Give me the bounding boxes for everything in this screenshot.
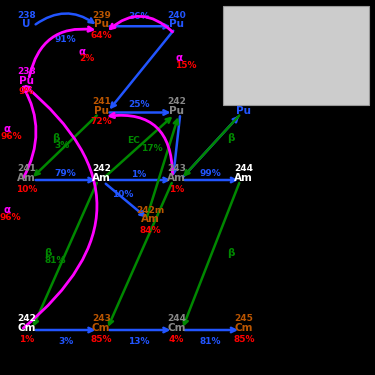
Text: 244: 244 — [167, 314, 186, 323]
Text: Pu: Pu — [94, 20, 109, 29]
Text: Am: Am — [92, 173, 111, 183]
Text: Am: Am — [167, 173, 186, 183]
Text: 238: 238 — [17, 10, 36, 20]
Text: capture%: capture% — [300, 37, 346, 46]
Text: β: β — [227, 133, 234, 143]
Text: Am: Am — [141, 214, 159, 224]
Text: 238: 238 — [17, 67, 36, 76]
Text: α: α — [3, 205, 10, 215]
Text: 242m: 242m — [136, 206, 164, 214]
Text: 240: 240 — [167, 10, 186, 20]
Text: α%: α% — [302, 81, 316, 90]
Text: 1%: 1% — [169, 185, 184, 194]
Text: less fertile: less fertile — [229, 59, 281, 68]
Text: 99%: 99% — [199, 169, 221, 178]
Text: 64%: 64% — [90, 31, 112, 40]
Text: 91%: 91% — [55, 35, 76, 44]
Text: 96%: 96% — [0, 132, 22, 141]
Text: fissile: fissile — [229, 15, 258, 24]
Text: 242: 242 — [167, 97, 186, 106]
Text: fertile: fertile — [229, 37, 259, 46]
Text: Pu: Pu — [169, 20, 184, 29]
Text: 1%: 1% — [131, 170, 146, 179]
Text: Am: Am — [17, 173, 36, 183]
Text: 36%: 36% — [128, 12, 150, 21]
Text: 85%: 85% — [90, 335, 112, 344]
Text: α: α — [176, 53, 183, 63]
Text: shortlived: shortlived — [229, 81, 278, 90]
Text: Pu: Pu — [94, 106, 109, 116]
Text: 72%: 72% — [90, 117, 112, 126]
Text: Pu: Pu — [169, 106, 184, 116]
Text: 25%: 25% — [128, 100, 150, 109]
FancyBboxPatch shape — [223, 6, 369, 105]
Text: 245: 245 — [234, 314, 253, 323]
Text: 243: 243 — [92, 314, 111, 323]
Text: α: α — [78, 47, 85, 57]
Text: 4%: 4% — [169, 335, 184, 344]
Text: Pu: Pu — [19, 76, 34, 86]
Text: 79%: 79% — [55, 169, 76, 178]
Text: 2%: 2% — [80, 54, 94, 63]
Text: Cm: Cm — [17, 323, 36, 333]
Text: 84%: 84% — [139, 226, 161, 235]
Text: 239: 239 — [92, 10, 111, 20]
Text: EC: EC — [127, 136, 140, 145]
Text: fission%: fission% — [300, 15, 340, 24]
Text: Cm: Cm — [167, 323, 186, 333]
Text: β: β — [227, 248, 234, 258]
Text: 241: 241 — [92, 97, 111, 106]
Text: 96%: 96% — [0, 213, 21, 222]
Text: β: β — [52, 133, 59, 143]
Text: 1%: 1% — [19, 335, 34, 344]
Text: 3%: 3% — [58, 338, 73, 346]
Text: 10%: 10% — [16, 185, 37, 194]
Text: 85%: 85% — [233, 335, 255, 344]
Text: Am: Am — [234, 173, 253, 183]
Text: 242: 242 — [17, 314, 36, 323]
Text: 9%: 9% — [19, 87, 34, 96]
Text: 244: 244 — [234, 164, 253, 173]
Text: Pu: Pu — [236, 106, 251, 116]
Text: β: β — [44, 248, 52, 258]
Text: 10%: 10% — [112, 190, 134, 199]
Text: 241: 241 — [17, 164, 36, 173]
Text: α: α — [3, 124, 10, 134]
Text: 3%: 3% — [54, 141, 69, 150]
Text: U: U — [22, 20, 30, 29]
Text: 17%: 17% — [141, 144, 163, 153]
Text: 243: 243 — [167, 164, 186, 173]
Text: Cm: Cm — [92, 323, 111, 333]
Text: 242: 242 — [92, 164, 111, 173]
Text: 243: 243 — [234, 97, 253, 106]
Text: 13%: 13% — [128, 338, 150, 346]
Text: β%: β% — [330, 81, 345, 90]
Text: 15%: 15% — [175, 61, 196, 70]
Text: 81%: 81% — [199, 338, 221, 346]
Text: 81%: 81% — [45, 256, 66, 265]
Text: Cm: Cm — [234, 323, 253, 333]
